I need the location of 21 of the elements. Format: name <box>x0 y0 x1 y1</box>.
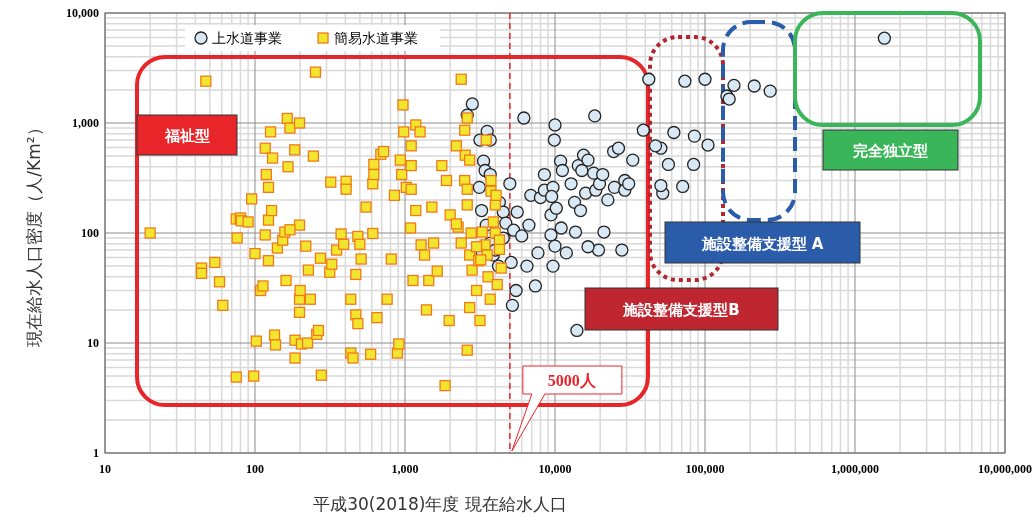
y-axis-title: 現在給水人口密度（人/Km²） <box>24 119 44 347</box>
y-tick-label: 100 <box>81 226 99 240</box>
x-tick-label: 100,000 <box>685 462 725 476</box>
x-tick-label: 1,000,000 <box>831 462 879 476</box>
y-tick-label: 1,000 <box>72 116 99 130</box>
x-tick-label: 10,000,000 <box>978 462 1032 476</box>
x-tick-label: 10 <box>99 462 111 476</box>
ref-line-label: 5000人 <box>547 372 597 389</box>
annotation: 施設整備支援型 A <box>700 234 824 253</box>
x-tick-label: 1,000 <box>391 462 419 476</box>
legend-label: 簡易水道事業 <box>334 30 418 46</box>
x-axis-title: 平成30(2018)年度 現在給水人口 <box>313 494 567 514</box>
annotation: 完全独立型 <box>853 142 928 160</box>
legend-label: 上水道事業 <box>212 30 282 46</box>
annotation: 施設整備支援型B <box>622 301 740 319</box>
y-tick-label: 10 <box>87 336 99 350</box>
x-tick-label: 10,000 <box>538 462 572 476</box>
y-tick-label: 10,000 <box>66 6 99 20</box>
annotation: 福祉型 <box>163 127 210 145</box>
x-tick-label: 100 <box>246 462 264 476</box>
y-tick-label: 1 <box>93 446 99 460</box>
